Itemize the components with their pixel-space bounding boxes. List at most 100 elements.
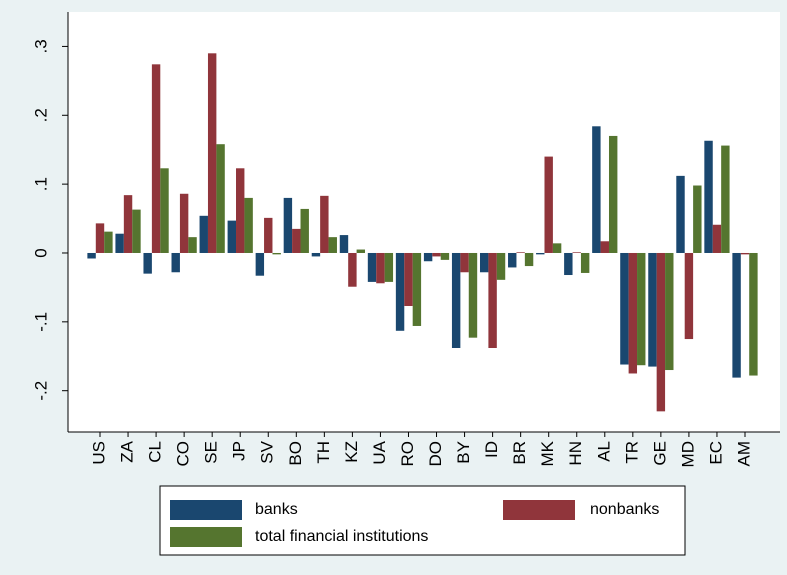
legend-label: banks: [255, 501, 298, 518]
bar: [244, 197, 253, 253]
y-tick-label: .2: [31, 108, 50, 122]
y-tick-label: .1: [31, 177, 50, 191]
bar: [348, 252, 357, 287]
legend-label: total financial institutions: [255, 528, 428, 545]
y-tick-label: -.1: [31, 312, 50, 332]
y-tick-label: 0: [31, 248, 50, 257]
bar: [600, 241, 609, 253]
bar: [432, 252, 441, 257]
y-tick-label: .3: [31, 39, 50, 53]
bar: [721, 145, 730, 253]
bar: [693, 185, 702, 253]
legend-items: banks nonbanks total financial institution…: [170, 500, 659, 547]
x-tick-label: ID: [482, 441, 501, 458]
bar: [684, 252, 694, 340]
bar: [143, 252, 152, 274]
legend: [159, 485, 686, 556]
bar: [95, 223, 105, 253]
bar: [508, 252, 517, 268]
bar: [516, 252, 525, 253]
x-tick-label: RO: [398, 441, 417, 467]
bar: [460, 252, 469, 273]
bar: [412, 252, 422, 326]
bar: [132, 209, 141, 253]
bar: [367, 252, 377, 282]
x-tick-label: JP: [230, 441, 249, 461]
bar: [115, 233, 124, 253]
bar: [536, 252, 545, 255]
x-tick-label: DO: [426, 441, 445, 467]
x-tick-label: ZA: [118, 440, 137, 462]
bar: [404, 252, 413, 306]
bar: [339, 235, 349, 253]
bar: [564, 252, 573, 276]
x-tick-label: UA: [370, 440, 389, 464]
x-tick-label: AL: [594, 441, 613, 462]
bar: [87, 252, 96, 259]
bar: [320, 195, 329, 253]
bar: [451, 252, 461, 348]
bar: [712, 224, 722, 253]
x-tick-label: KZ: [342, 441, 361, 463]
x-tick-label: CO: [174, 441, 193, 467]
bar: [171, 252, 180, 273]
bar: [123, 195, 133, 253]
y-tick-label: -.2: [31, 381, 50, 401]
bar: [488, 252, 497, 348]
bar: [423, 252, 433, 262]
legend-key: [170, 500, 242, 520]
x-tick-label: MD: [678, 441, 697, 467]
x-tick-label: BR: [510, 441, 529, 465]
bar: [328, 237, 337, 253]
bar: [216, 144, 225, 253]
x-tick-label: BO: [286, 441, 305, 466]
bar: [608, 135, 618, 253]
bar: [440, 252, 450, 260]
x-tick-label: BY: [454, 441, 473, 464]
bar: [104, 231, 113, 253]
bar: [580, 252, 590, 273]
bar: [544, 156, 553, 253]
x-tick-label: TH: [314, 441, 333, 464]
bar: [395, 252, 405, 331]
legend-key: [503, 500, 575, 520]
bar: [637, 252, 646, 366]
bar: [552, 243, 562, 253]
x-tick-label: MK: [538, 440, 557, 466]
x-tick-label: SV: [258, 440, 277, 463]
bar: [496, 252, 506, 280]
bar: [628, 252, 638, 374]
bar: [656, 252, 666, 412]
legend-key: [170, 527, 242, 547]
bar: [740, 252, 750, 255]
bar: [227, 220, 237, 253]
bar: [236, 168, 245, 253]
bar: [648, 252, 657, 367]
bar: [572, 252, 581, 253]
bar: [665, 252, 674, 371]
legend-label: nonbanks: [590, 501, 659, 518]
bar: [292, 228, 301, 253]
x-tick-label: CL: [146, 441, 165, 463]
bar: [676, 175, 685, 253]
bar: [732, 252, 741, 378]
bar: [272, 252, 281, 255]
bar: [620, 252, 629, 365]
x-tick-label: GE: [650, 441, 669, 466]
bar: [255, 252, 265, 276]
bar: [356, 249, 366, 253]
x-tick-label: EC: [706, 441, 725, 465]
x-tick-label: AM: [734, 441, 753, 467]
bar: [592, 126, 601, 253]
bar: [384, 252, 394, 282]
bar: [151, 64, 161, 253]
bar: [704, 140, 713, 253]
bar: [199, 215, 208, 253]
bar: [749, 252, 758, 376]
bar: [283, 197, 293, 253]
bar: [300, 208, 309, 253]
bar: [376, 252, 385, 284]
bar: [188, 237, 197, 253]
bar: [264, 217, 273, 253]
